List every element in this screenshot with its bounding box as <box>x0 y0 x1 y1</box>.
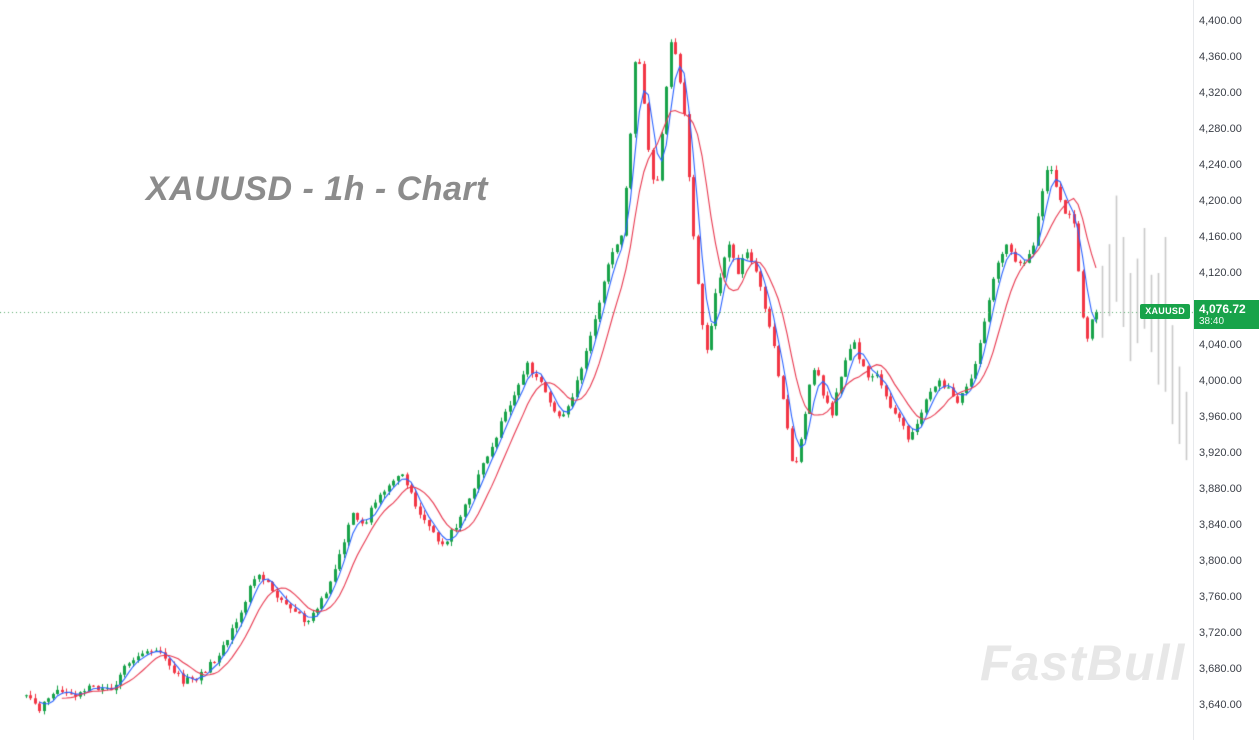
price-tick-label: 3,920.00 <box>1199 446 1242 459</box>
price-tick-label: 4,240.00 <box>1199 158 1242 171</box>
bar-countdown: 38:40 <box>1199 315 1225 327</box>
price-tick-label: 3,800.00 <box>1199 554 1242 567</box>
symbol-tag: XAUUSD <box>1140 303 1190 319</box>
price-tick-label: 3,840.00 <box>1199 518 1242 531</box>
price-tick-label: 4,320.00 <box>1199 86 1242 99</box>
price-tick-label: 4,400.00 <box>1199 14 1242 27</box>
price-tick-label: 4,160.00 <box>1199 230 1242 243</box>
price-tick-label: 4,200.00 <box>1199 194 1242 207</box>
candlestick-chart-canvas[interactable] <box>0 0 1193 740</box>
price-tick-label: 3,760.00 <box>1199 590 1242 603</box>
price-axis[interactable]: 4,076.72 38:40 4,400.00 4,360.00 4,320.00 4… <box>1193 0 1259 740</box>
price-tick-label: 4,040.00 <box>1199 338 1242 351</box>
price-tick-label: 4,000.00 <box>1199 374 1242 387</box>
price-tick-label: 4,280.00 <box>1199 122 1242 135</box>
price-tick-label: 4,120.00 <box>1199 266 1242 279</box>
price-tick-label: 3,960.00 <box>1199 410 1242 423</box>
price-tick-label: 4,360.00 <box>1199 50 1242 63</box>
current-price-badge: 4,076.72 38:40 <box>1194 299 1259 329</box>
price-tick-label: 3,680.00 <box>1199 662 1242 675</box>
price-tick-label: 3,640.00 <box>1199 698 1242 711</box>
price-tick-label: 3,880.00 <box>1199 482 1242 495</box>
price-tick-label: 3,720.00 <box>1199 626 1242 639</box>
current-price-value: 4,076.72 <box>1199 301 1246 316</box>
symbol-tag-label: XAUUSD <box>1145 305 1185 316</box>
